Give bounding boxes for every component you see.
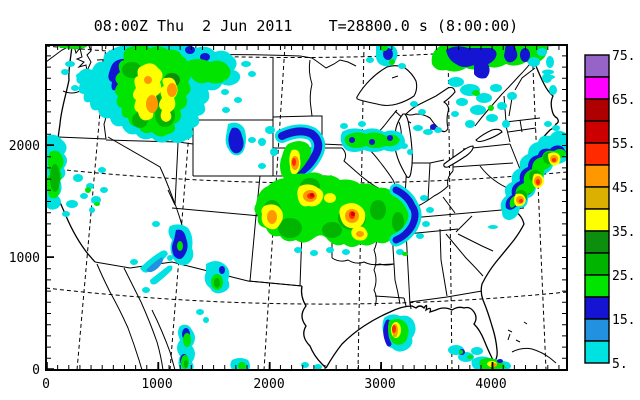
legend-color-swatch	[585, 297, 609, 319]
legend-color-swatch	[585, 165, 609, 187]
y-axis-labels: 2000 1000 0	[9, 139, 40, 378]
y-tick-label: 1000	[9, 251, 40, 266]
x-tick-label: 2000	[253, 377, 284, 392]
legend-color-swatch	[585, 275, 609, 297]
legend-value-label: 45.	[612, 181, 635, 196]
legend-value-label: 65.	[612, 93, 635, 108]
weather-map-plot: 08:00Z Thu 2 Jun 2011 T=28800.0 s (8:00:…	[0, 0, 640, 400]
legend-color-swatch	[585, 231, 609, 253]
legend-value-label: 75.	[612, 49, 635, 64]
legend-labels: 75. 65. 55. 45. 35. 25. 15. 5.	[612, 49, 635, 372]
legend-color-swatch	[585, 187, 609, 209]
legend-color-swatch	[585, 253, 609, 275]
x-tick-label: 0	[42, 377, 50, 392]
legend-color-swatch	[585, 143, 609, 165]
legend-value-label: 25.	[612, 269, 635, 284]
y-tick-label: 0	[32, 363, 40, 378]
radar-reflectivity-layer	[46, 42, 567, 372]
legend-value-label: 35.	[612, 225, 635, 240]
legend-color-swatch	[585, 77, 609, 99]
legend-color-swatch	[585, 99, 609, 121]
legend-color-swatch	[585, 319, 609, 341]
x-tick-label: 1000	[141, 377, 172, 392]
legend-value-label: 15.	[612, 313, 635, 328]
y-tick-label: 2000	[9, 139, 40, 154]
x-tick-label: 3000	[364, 377, 395, 392]
plot-title: 08:00Z Thu 2 Jun 2011 T=28800.0 s (8:00:…	[94, 17, 518, 35]
x-tick-label: 4000	[475, 377, 506, 392]
legend-color-swatch	[585, 55, 609, 77]
x-axis-labels: 0 1000 2000 3000 4000	[42, 377, 507, 392]
legend-value-label: 55.	[612, 137, 635, 152]
legend-color-swatch	[585, 121, 609, 143]
legend-color-swatch	[585, 209, 609, 231]
legend-value-label: 5.	[612, 357, 628, 372]
legend-boxes	[585, 55, 609, 363]
plot-canvas: 08:00Z Thu 2 Jun 2011 T=28800.0 s (8:00:…	[0, 0, 640, 400]
legend-color-swatch	[585, 341, 609, 363]
